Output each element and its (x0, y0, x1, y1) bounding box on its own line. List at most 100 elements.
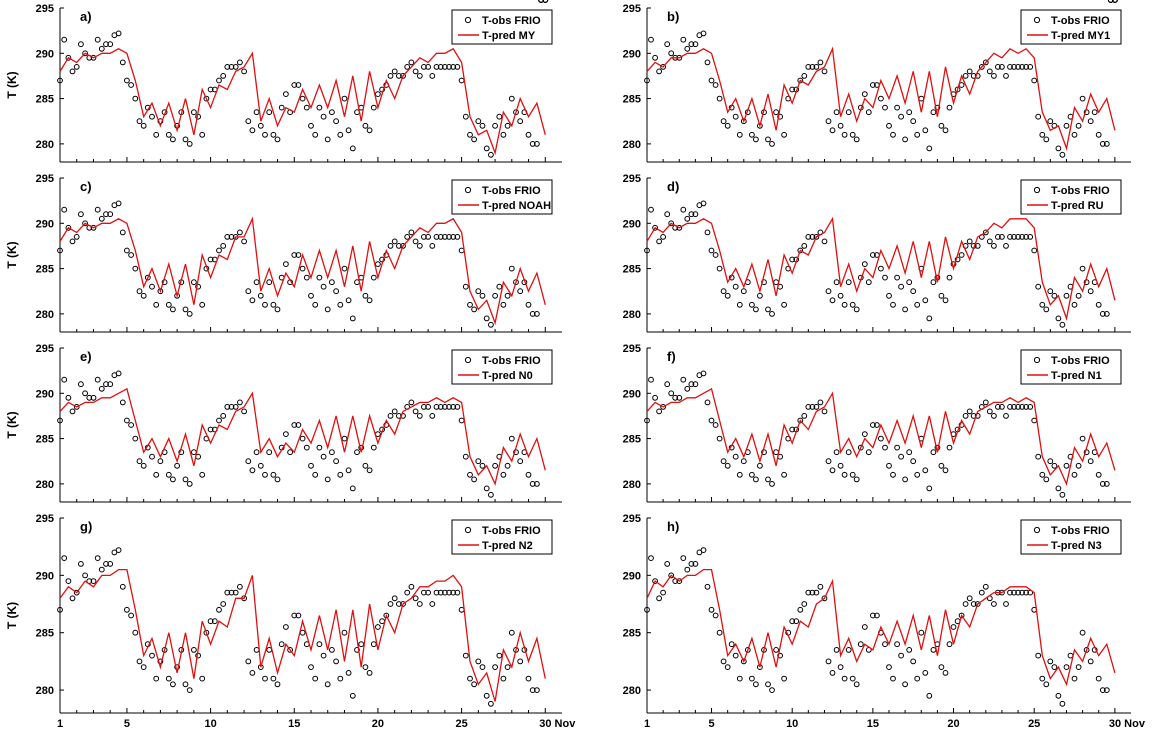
x-tick-label: 25 (455, 718, 467, 730)
obs-point (529, 311, 536, 317)
obs-point (833, 647, 840, 653)
obs-point (676, 224, 683, 231)
obs-point (119, 583, 126, 590)
obs-point (483, 692, 490, 699)
obs-point (467, 301, 473, 308)
obs-point (688, 381, 695, 388)
obs-point (1051, 462, 1058, 469)
obs-point (525, 471, 532, 478)
obs-point (664, 381, 671, 388)
obs-point (652, 394, 658, 401)
obs-point (157, 458, 164, 465)
obs-point (1103, 141, 1110, 147)
obs-point (829, 670, 836, 676)
obs-point (492, 122, 499, 129)
obs-point (1043, 476, 1050, 483)
obs-point (458, 606, 465, 613)
obs-point (789, 618, 796, 625)
obs-series (644, 0, 1118, 498)
obs-point (906, 647, 913, 653)
obs-point (136, 458, 143, 465)
obs-point (809, 404, 816, 410)
obs-point (387, 73, 394, 79)
obs-point (199, 301, 206, 308)
obs-point (387, 413, 394, 419)
obs-point (391, 238, 398, 245)
obs-point (408, 583, 415, 590)
obs-point (688, 211, 695, 218)
panel-label: g) (80, 519, 92, 534)
obs-point (874, 612, 880, 619)
obs-point (1039, 131, 1046, 138)
obs-point (270, 301, 277, 308)
obs-point (890, 131, 896, 138)
obs-point (1055, 315, 1062, 322)
obs-point (716, 265, 723, 272)
obs-point (894, 641, 900, 648)
obs-point (174, 664, 181, 670)
x-tick-label: 5 (708, 718, 714, 730)
obs-point (773, 647, 779, 653)
obs-point (375, 261, 381, 268)
obs-point (232, 64, 239, 70)
obs-point (991, 73, 997, 79)
obs-point (1071, 131, 1078, 138)
obs-point (529, 687, 536, 693)
obs-point (999, 234, 1005, 240)
obs-point (1011, 589, 1017, 596)
obs-point (797, 77, 804, 84)
obs-point (195, 283, 202, 290)
obs-point (926, 315, 933, 322)
obs-point (978, 64, 985, 70)
obs-point (354, 449, 360, 456)
obs-point (974, 243, 981, 249)
obs-point (488, 491, 494, 498)
obs-point (312, 301, 319, 308)
legend-obs-label: T-obs FRIO (482, 185, 541, 197)
obs-point (345, 127, 352, 134)
obs-point (962, 601, 969, 607)
obs-point (400, 73, 406, 79)
obs-point (978, 589, 985, 596)
obs-point (1103, 687, 1110, 693)
obs-point (720, 658, 727, 665)
x-tick-label: 1 (644, 718, 650, 730)
obs-point (462, 113, 469, 120)
obs-point (736, 301, 743, 308)
obs-point (320, 652, 327, 659)
obs-point (732, 652, 739, 659)
obs-point (740, 458, 747, 465)
obs-point (115, 30, 122, 37)
obs-point (65, 578, 72, 584)
obs-point (1015, 404, 1021, 410)
obs-point (749, 131, 755, 138)
obs-point (825, 458, 832, 465)
obs-point (324, 136, 331, 143)
obs-point (946, 104, 953, 111)
obs-point (995, 64, 1001, 70)
y-tick-label: 285 (36, 264, 54, 276)
obs-point (182, 476, 189, 483)
obs-point (165, 301, 172, 308)
obs-point (412, 68, 419, 75)
obs-point (857, 444, 864, 451)
obs-point (865, 449, 872, 456)
obs-point (295, 252, 302, 258)
obs-point (262, 301, 268, 308)
obs-point (65, 54, 72, 61)
obs-point (1087, 658, 1094, 665)
y-tick-label: 280 (36, 685, 54, 697)
obs-point (400, 413, 406, 419)
obs-point (404, 589, 411, 596)
obs-point (65, 394, 72, 401)
obs-point (1071, 301, 1078, 308)
obs-point (425, 589, 432, 596)
obs-point (962, 73, 969, 79)
obs-point (228, 64, 235, 70)
obs-point (362, 122, 369, 129)
obs-point (186, 481, 193, 487)
legend-obs-marker (1033, 16, 1041, 24)
obs-point (458, 247, 465, 254)
obs-point (644, 417, 650, 424)
